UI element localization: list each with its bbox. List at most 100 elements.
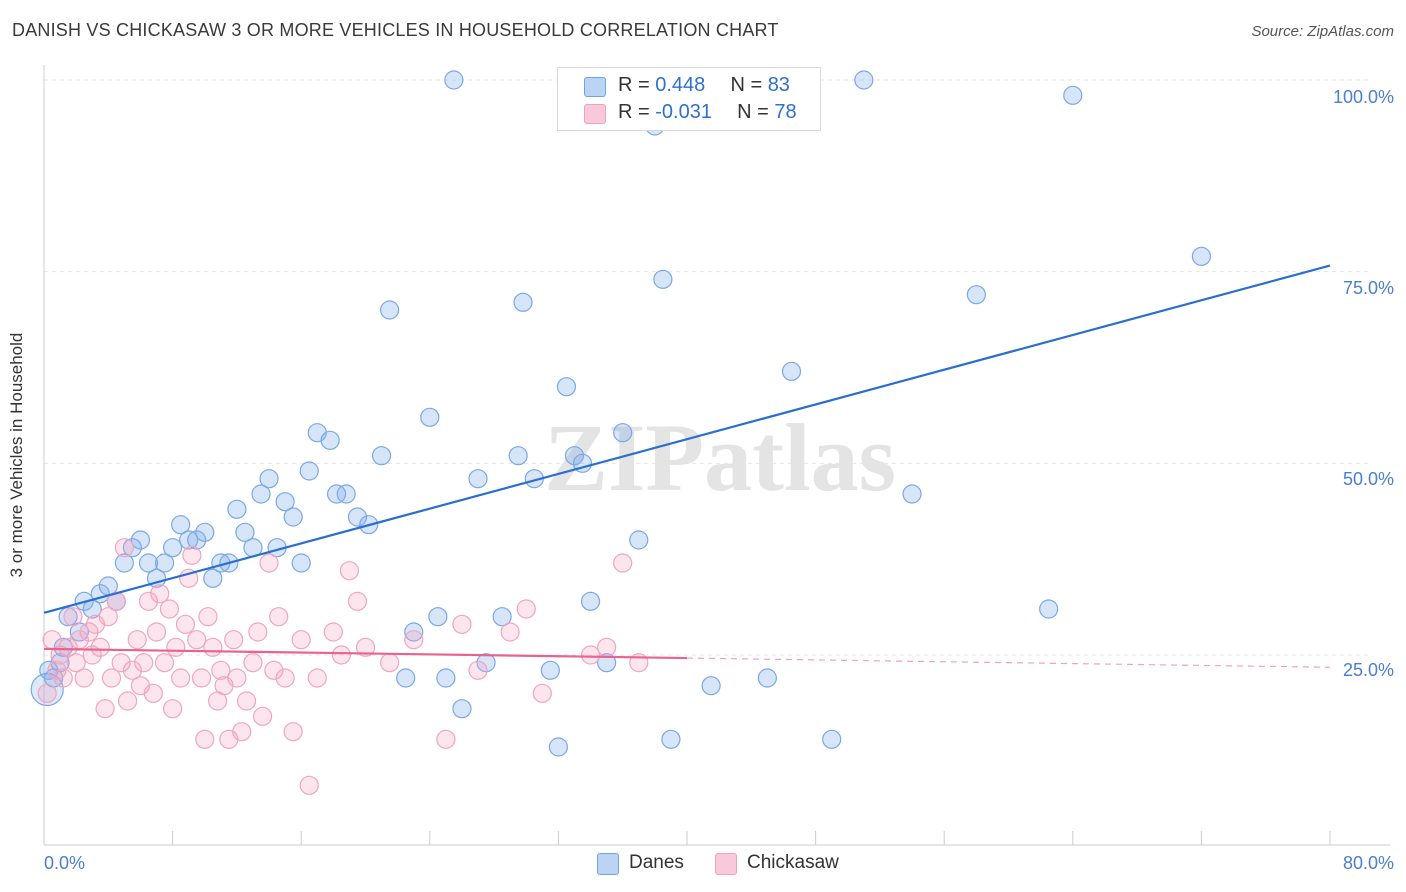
legend-chickasaw-text: R = -0.031 N = 78 [618, 101, 797, 124]
danes-point [326, 484, 347, 504]
n-label: N = [730, 74, 763, 96]
chickasaw-point [232, 722, 252, 742]
chickasaw-point [283, 722, 303, 742]
chickasaw-point [138, 591, 159, 611]
chickasaw-point [101, 668, 122, 688]
danes-point [556, 377, 577, 397]
danes-point [122, 538, 143, 558]
chickasaw-point [269, 607, 289, 627]
r-label: R = [618, 101, 650, 123]
chickasaw-point [159, 599, 179, 619]
chickasaw-point [203, 637, 223, 657]
chickasaw-point [117, 691, 138, 711]
chickasaw-point [175, 614, 196, 634]
chickasaw-point [500, 622, 520, 642]
danes-point [283, 507, 303, 527]
chickasaw-point [307, 668, 327, 688]
chickasaw-point [63, 607, 83, 627]
chickasaw-point [243, 653, 263, 673]
danes-point [420, 407, 440, 427]
chickasaw-point [291, 630, 311, 650]
danes-point [902, 484, 922, 504]
danes-swatch-icon [584, 77, 606, 97]
chickasaw-trend-line [43, 647, 688, 660]
chickasaw-point [90, 637, 110, 657]
chickasaw-point [37, 683, 57, 703]
danes-legend-icon [597, 853, 619, 875]
danes-point [1063, 85, 1083, 105]
watermark: ZIPatlas [544, 404, 896, 511]
chickasaw-point [331, 645, 351, 665]
danes-point [320, 430, 340, 450]
danes-point [476, 653, 496, 673]
danes-point [187, 530, 207, 550]
chickasaw-points [37, 538, 649, 795]
danes-point [179, 530, 199, 550]
chickasaw-point [154, 653, 175, 673]
danes-point [380, 300, 400, 320]
chickasaw-point [53, 668, 73, 688]
chickasaw-r-value: -0.031 [655, 101, 712, 123]
chickasaw-point [182, 545, 202, 565]
danes-point [371, 446, 392, 466]
danes-point [548, 737, 569, 757]
danes-point [701, 676, 721, 696]
chickasaw-point [264, 660, 284, 680]
danes-point [203, 568, 223, 588]
axes [43, 65, 1390, 846]
danes-point [661, 729, 681, 749]
chickasaw-point [452, 614, 472, 634]
chickasaw-point [143, 683, 163, 703]
danes-point [154, 553, 175, 573]
danes-point [492, 607, 512, 627]
x-tick-min: 0.0% [44, 853, 86, 873]
chickasaw-swatch-icon [584, 104, 606, 124]
danes-point [347, 507, 368, 527]
danes-point [58, 607, 78, 627]
chickasaw-point [127, 630, 147, 650]
danes-point [114, 553, 134, 573]
chickasaw-point [150, 584, 170, 604]
danes-legend-label: Danes [629, 852, 684, 873]
chickasaw-point [163, 699, 183, 719]
chickasaw-point [532, 683, 552, 703]
danes-point [781, 361, 802, 381]
chickasaw-point [58, 637, 78, 657]
danes-point [195, 522, 215, 542]
danes-point [163, 538, 183, 558]
chickasaw-point [224, 630, 244, 650]
series-legend: Danes Chickasaw [0, 852, 1406, 878]
chickasaw-point [171, 668, 191, 688]
danes-n-value: 83 [767, 74, 790, 96]
danes-point [130, 530, 151, 550]
chickasaw-point [236, 691, 257, 711]
danes-point [291, 553, 311, 573]
chickasaw-point [79, 622, 99, 642]
r-label: R = [618, 74, 650, 96]
danes-point [444, 70, 464, 90]
chickasaw-point [122, 660, 143, 680]
chickasaw-point [516, 599, 536, 619]
danes-point [468, 469, 488, 489]
chickasaw-point [187, 630, 207, 650]
chickasaw-point [114, 538, 134, 558]
danes-r-value: 0.448 [655, 74, 706, 96]
danes-point [171, 515, 191, 535]
danes-point [138, 553, 159, 573]
danes-point [653, 269, 673, 289]
chickasaw-n-value: 78 [774, 101, 797, 123]
danes-point [580, 591, 601, 611]
chickasaw-point [47, 660, 67, 680]
danes-point [227, 499, 247, 519]
danes-point [299, 461, 319, 481]
y-tick-100: 100.0% [1332, 87, 1394, 107]
chickasaw-point [211, 660, 231, 680]
danes-point [404, 622, 424, 642]
chickasaw-point [275, 668, 295, 688]
chickasaw-point [74, 668, 94, 688]
danes-point [452, 699, 472, 719]
chickasaw-point [253, 706, 273, 726]
chart-title: DANISH VS CHICKASAW 3 OR MORE VEHICLES I… [12, 20, 779, 40]
chickasaw-point [227, 668, 247, 688]
